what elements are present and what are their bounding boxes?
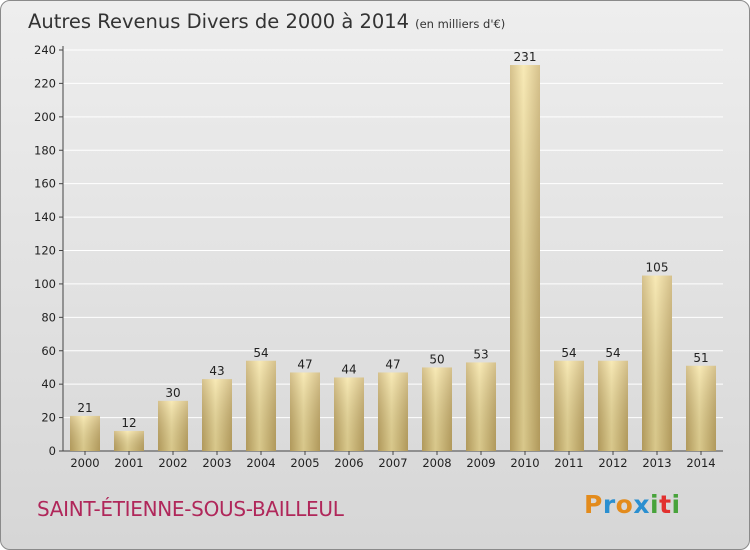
x-tick-label: 2008 [422, 456, 451, 470]
logo-letter: o [615, 490, 634, 519]
value-label: 30 [165, 386, 180, 400]
y-tick-label: 80 [41, 310, 56, 324]
bar-shade-2006 [334, 377, 364, 451]
y-tick-label: 140 [34, 210, 56, 224]
value-label: 43 [209, 364, 224, 378]
y-tick-label: 40 [41, 377, 56, 391]
x-tick-label: 2006 [334, 456, 363, 470]
value-label: 47 [385, 357, 400, 371]
x-tick-label: 2009 [466, 456, 495, 470]
x-tick-label: 2011 [554, 456, 583, 470]
bar-shade-2013 [642, 275, 672, 451]
logo-letter: i [650, 490, 660, 519]
bar-shade-2002 [158, 400, 188, 451]
y-tick-label: 200 [34, 110, 56, 124]
bar-shade-2008 [422, 367, 452, 451]
bars [70, 65, 716, 451]
x-tick-label: 2013 [642, 456, 671, 470]
logo-letter: P [584, 490, 603, 519]
chart-title: Autres Revenus Divers de 2000 à 2014 (en … [28, 10, 505, 33]
y-tick-label: 220 [34, 76, 56, 90]
y-tick-label: 180 [34, 143, 56, 157]
bar-shade-2012 [598, 360, 628, 451]
logo-letter: x [633, 490, 650, 519]
value-label: 231 [514, 50, 537, 64]
x-tick-label: 2014 [686, 456, 715, 470]
y-tick-label: 160 [34, 177, 56, 191]
y-tick-label: 120 [34, 244, 56, 258]
value-label: 51 [693, 351, 708, 365]
value-label: 44 [341, 362, 356, 376]
labels: 2000 21 2001 12 2002 30 2003 43 2004 54 2005 47 2006… [70, 50, 715, 470]
bar-shade-2009 [466, 362, 496, 451]
y-tick-label: 240 [34, 43, 56, 57]
value-label: 54 [561, 346, 576, 360]
x-tick-label: 2001 [114, 456, 143, 470]
value-label: 12 [121, 416, 136, 430]
x-tick-label: 2002 [158, 456, 187, 470]
bar-shade-2014 [686, 365, 716, 451]
value-label: 53 [473, 347, 488, 361]
y-tick-label: 20 [41, 411, 56, 425]
value-label: 54 [605, 346, 620, 360]
value-label: 105 [646, 261, 669, 275]
y-tick-label: 100 [34, 277, 56, 291]
bar-shade-2003 [202, 379, 232, 451]
bar-shade-2007 [378, 372, 408, 451]
x-tick-label: 2004 [246, 456, 275, 470]
x-tick-label: 2005 [290, 456, 319, 470]
x-tick-label: 2003 [202, 456, 231, 470]
proxiti-logo: Proxiti [584, 490, 681, 519]
logo-letter: t [659, 490, 672, 519]
chart-title-text: Autres Revenus Divers de 2000 à 2014 [28, 10, 410, 33]
x-tick-label: 2012 [598, 456, 627, 470]
value-label: 50 [429, 352, 444, 366]
bar-shade-2010 [510, 65, 540, 451]
value-label: 47 [297, 357, 312, 371]
x-tick-label: 2000 [70, 456, 99, 470]
value-label: 21 [77, 401, 92, 415]
x-tick-label: 2010 [510, 456, 539, 470]
commune-name: SAINT-ÉTIENNE-SOUS-BAILLEUL [37, 497, 344, 521]
bar-shade-2011 [554, 360, 584, 451]
bar-shade-2001 [114, 430, 144, 451]
bar-shade-2004 [246, 360, 276, 451]
value-label: 54 [253, 346, 268, 360]
x-tick-label: 2007 [378, 456, 407, 470]
bar-shade-2005 [290, 372, 320, 451]
chart-unit: (en milliers d'€) [415, 17, 506, 31]
logo-letter: r [602, 490, 616, 519]
logo-letter: i [671, 490, 681, 519]
y-tick-label: 0 [49, 444, 56, 458]
y-tick-label: 60 [41, 344, 56, 358]
bar-shade-2000 [70, 415, 100, 451]
